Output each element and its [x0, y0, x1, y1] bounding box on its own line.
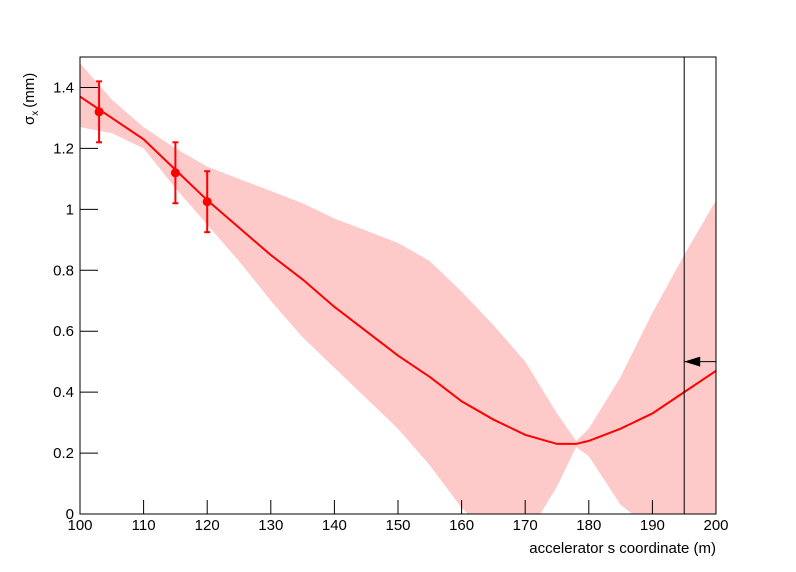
y-label-subscript: x: [30, 111, 41, 116]
x-tick-label: 100: [67, 517, 92, 534]
x-tick-label: 110: [132, 517, 156, 534]
x-tick-label: 180: [576, 517, 601, 534]
x-tick-label: 140: [322, 517, 347, 534]
y-tick-label: 1: [66, 201, 74, 218]
x-tick-label: 130: [258, 517, 283, 534]
x-tick-label: 190: [640, 517, 665, 534]
x-tick-label: 200: [703, 517, 728, 534]
y-tick-label: 0.8: [53, 262, 74, 279]
arrow-head: [684, 356, 701, 367]
plot-area: [80, 63, 716, 514]
error-band: [80, 63, 716, 514]
x-tick-label: 170: [513, 517, 538, 534]
y-tick-label: 0.4: [53, 384, 74, 401]
fit-line: [80, 95, 716, 445]
x-tick-label: 150: [385, 517, 410, 534]
y-tick-label: 0.6: [53, 323, 74, 340]
x-axis-label: accelerator s coordinate (m): [529, 540, 716, 557]
x-tick-label: 160: [449, 517, 474, 534]
y-tick-label: 0.2: [53, 445, 74, 462]
y-label-symbol: σ: [21, 115, 38, 125]
x-tick-label: 120: [195, 517, 220, 534]
data-point: [170, 168, 180, 178]
data-point: [94, 107, 104, 117]
data-point: [202, 197, 212, 207]
y-axis-label: σx (mm): [21, 73, 41, 125]
y-label-unit: (mm): [21, 73, 38, 108]
y-tick-label: 1.2: [53, 140, 74, 157]
y-tick-label: 0: [66, 506, 74, 523]
y-tick-label: 1.4: [53, 79, 74, 96]
